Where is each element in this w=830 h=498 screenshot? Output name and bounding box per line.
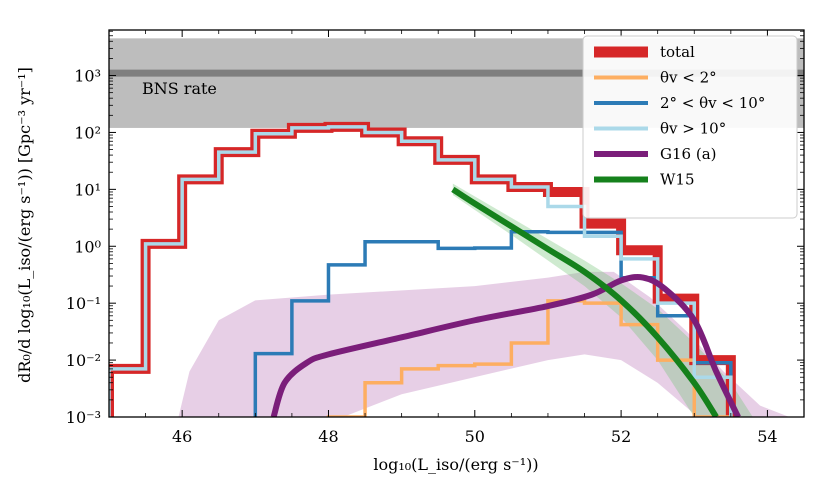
legend-box xyxy=(582,35,798,219)
y-tick-label: 10³ xyxy=(74,67,101,86)
x-axis-label: log₁₀(L_iso/(erg s⁻¹)) xyxy=(373,455,538,474)
legend-label: G16 (a) xyxy=(660,145,716,163)
band-g16-a xyxy=(178,271,790,417)
y-tick-label: 10⁻² xyxy=(66,351,101,370)
y-axis-label: dR₀/d log₁₀(L_iso/(erg s⁻¹)) [Gpc⁻³ yr⁻¹… xyxy=(15,67,34,383)
bns-rate-label: BNS rate xyxy=(142,79,217,98)
plot-frame xyxy=(108,29,805,418)
series-theta-gt-10 xyxy=(109,125,733,417)
y-tick-label: 10⁰ xyxy=(74,237,101,256)
y-tick-label: 10¹ xyxy=(74,180,101,199)
series-theta-lt-2 xyxy=(326,299,733,417)
x-tick-label: 52 xyxy=(611,427,631,446)
legend-label: 2° < θv < 10° xyxy=(660,94,765,112)
x-tick-label: 48 xyxy=(318,427,338,446)
x-tick-label: 54 xyxy=(757,427,777,446)
legend-label: θv < 2° xyxy=(660,69,717,87)
y-tick-label: 10⁻¹ xyxy=(66,294,101,313)
curve-g16-a xyxy=(270,274,741,417)
legend-label: total xyxy=(660,43,695,61)
legend-label: θv > 10° xyxy=(660,120,726,138)
y-tick-label: 10² xyxy=(74,123,101,142)
x-tick-label: 46 xyxy=(172,427,192,446)
y-tick-label: 10⁻³ xyxy=(66,408,101,427)
legend-label: W15 xyxy=(660,171,695,189)
curve-w15 xyxy=(451,186,719,417)
x-tick-label: 50 xyxy=(465,427,485,446)
legend: total θv < 2° 2° < θv < 10° θv > 10° G16 (a)… xyxy=(582,35,798,219)
